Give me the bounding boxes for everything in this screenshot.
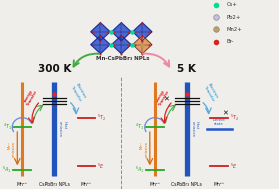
Text: Mn²⁺: Mn²⁺: [17, 182, 28, 187]
Text: $^6A_1$: $^6A_1$: [2, 165, 12, 175]
Text: $^5E$: $^5E$: [97, 162, 105, 171]
Text: Host
emission: Host emission: [58, 121, 66, 137]
Text: $^4T_1$: $^4T_1$: [135, 122, 144, 132]
Text: Pb2+: Pb2+: [227, 15, 241, 19]
Polygon shape: [112, 36, 131, 54]
Text: 300 K: 300 K: [38, 64, 71, 74]
Text: $^4T_1$: $^4T_1$: [3, 122, 12, 132]
Text: Electron
Transfer: Electron Transfer: [203, 83, 219, 102]
Text: ✕: ✕: [163, 96, 169, 102]
Text: Mn-CsPbBr₃ NPLs: Mn-CsPbBr₃ NPLs: [96, 56, 150, 61]
Text: CsPbBr₃ NPLs: CsPbBr₃ NPLs: [172, 182, 202, 187]
Text: Host
emission: Host emission: [190, 121, 199, 137]
Text: CsPbBr₃ NPLs: CsPbBr₃ NPLs: [39, 182, 70, 187]
Polygon shape: [91, 36, 110, 54]
Text: Defect
state: Defect state: [213, 118, 225, 126]
Text: Mn²⁺
emission: Mn²⁺ emission: [140, 141, 148, 156]
Polygon shape: [133, 36, 152, 54]
Polygon shape: [91, 23, 110, 41]
Text: ✕: ✕: [222, 110, 228, 116]
Polygon shape: [133, 23, 152, 41]
Text: Br-: Br-: [227, 39, 234, 44]
Text: Mn2+: Mn2+: [227, 27, 242, 32]
Text: Electron
Transfer: Electron Transfer: [71, 83, 86, 102]
Text: Energy
Transfer: Energy Transfer: [155, 88, 171, 106]
Text: $^5T_2$: $^5T_2$: [97, 113, 106, 123]
Text: Energy
Transfer: Energy Transfer: [22, 88, 38, 106]
Text: Cs+: Cs+: [227, 2, 238, 7]
Text: Mn²⁺
emission: Mn²⁺ emission: [7, 141, 16, 156]
Text: Mn³⁺: Mn³⁺: [81, 182, 92, 187]
Text: 5 K: 5 K: [177, 64, 196, 74]
Text: $^6A_1$: $^6A_1$: [135, 165, 144, 175]
Text: $^5T_2$: $^5T_2$: [230, 113, 239, 123]
Text: Mn²⁺: Mn²⁺: [149, 182, 160, 187]
Text: $^5E$: $^5E$: [230, 162, 237, 171]
Text: Mn³⁺: Mn³⁺: [213, 182, 225, 187]
Polygon shape: [112, 23, 131, 41]
